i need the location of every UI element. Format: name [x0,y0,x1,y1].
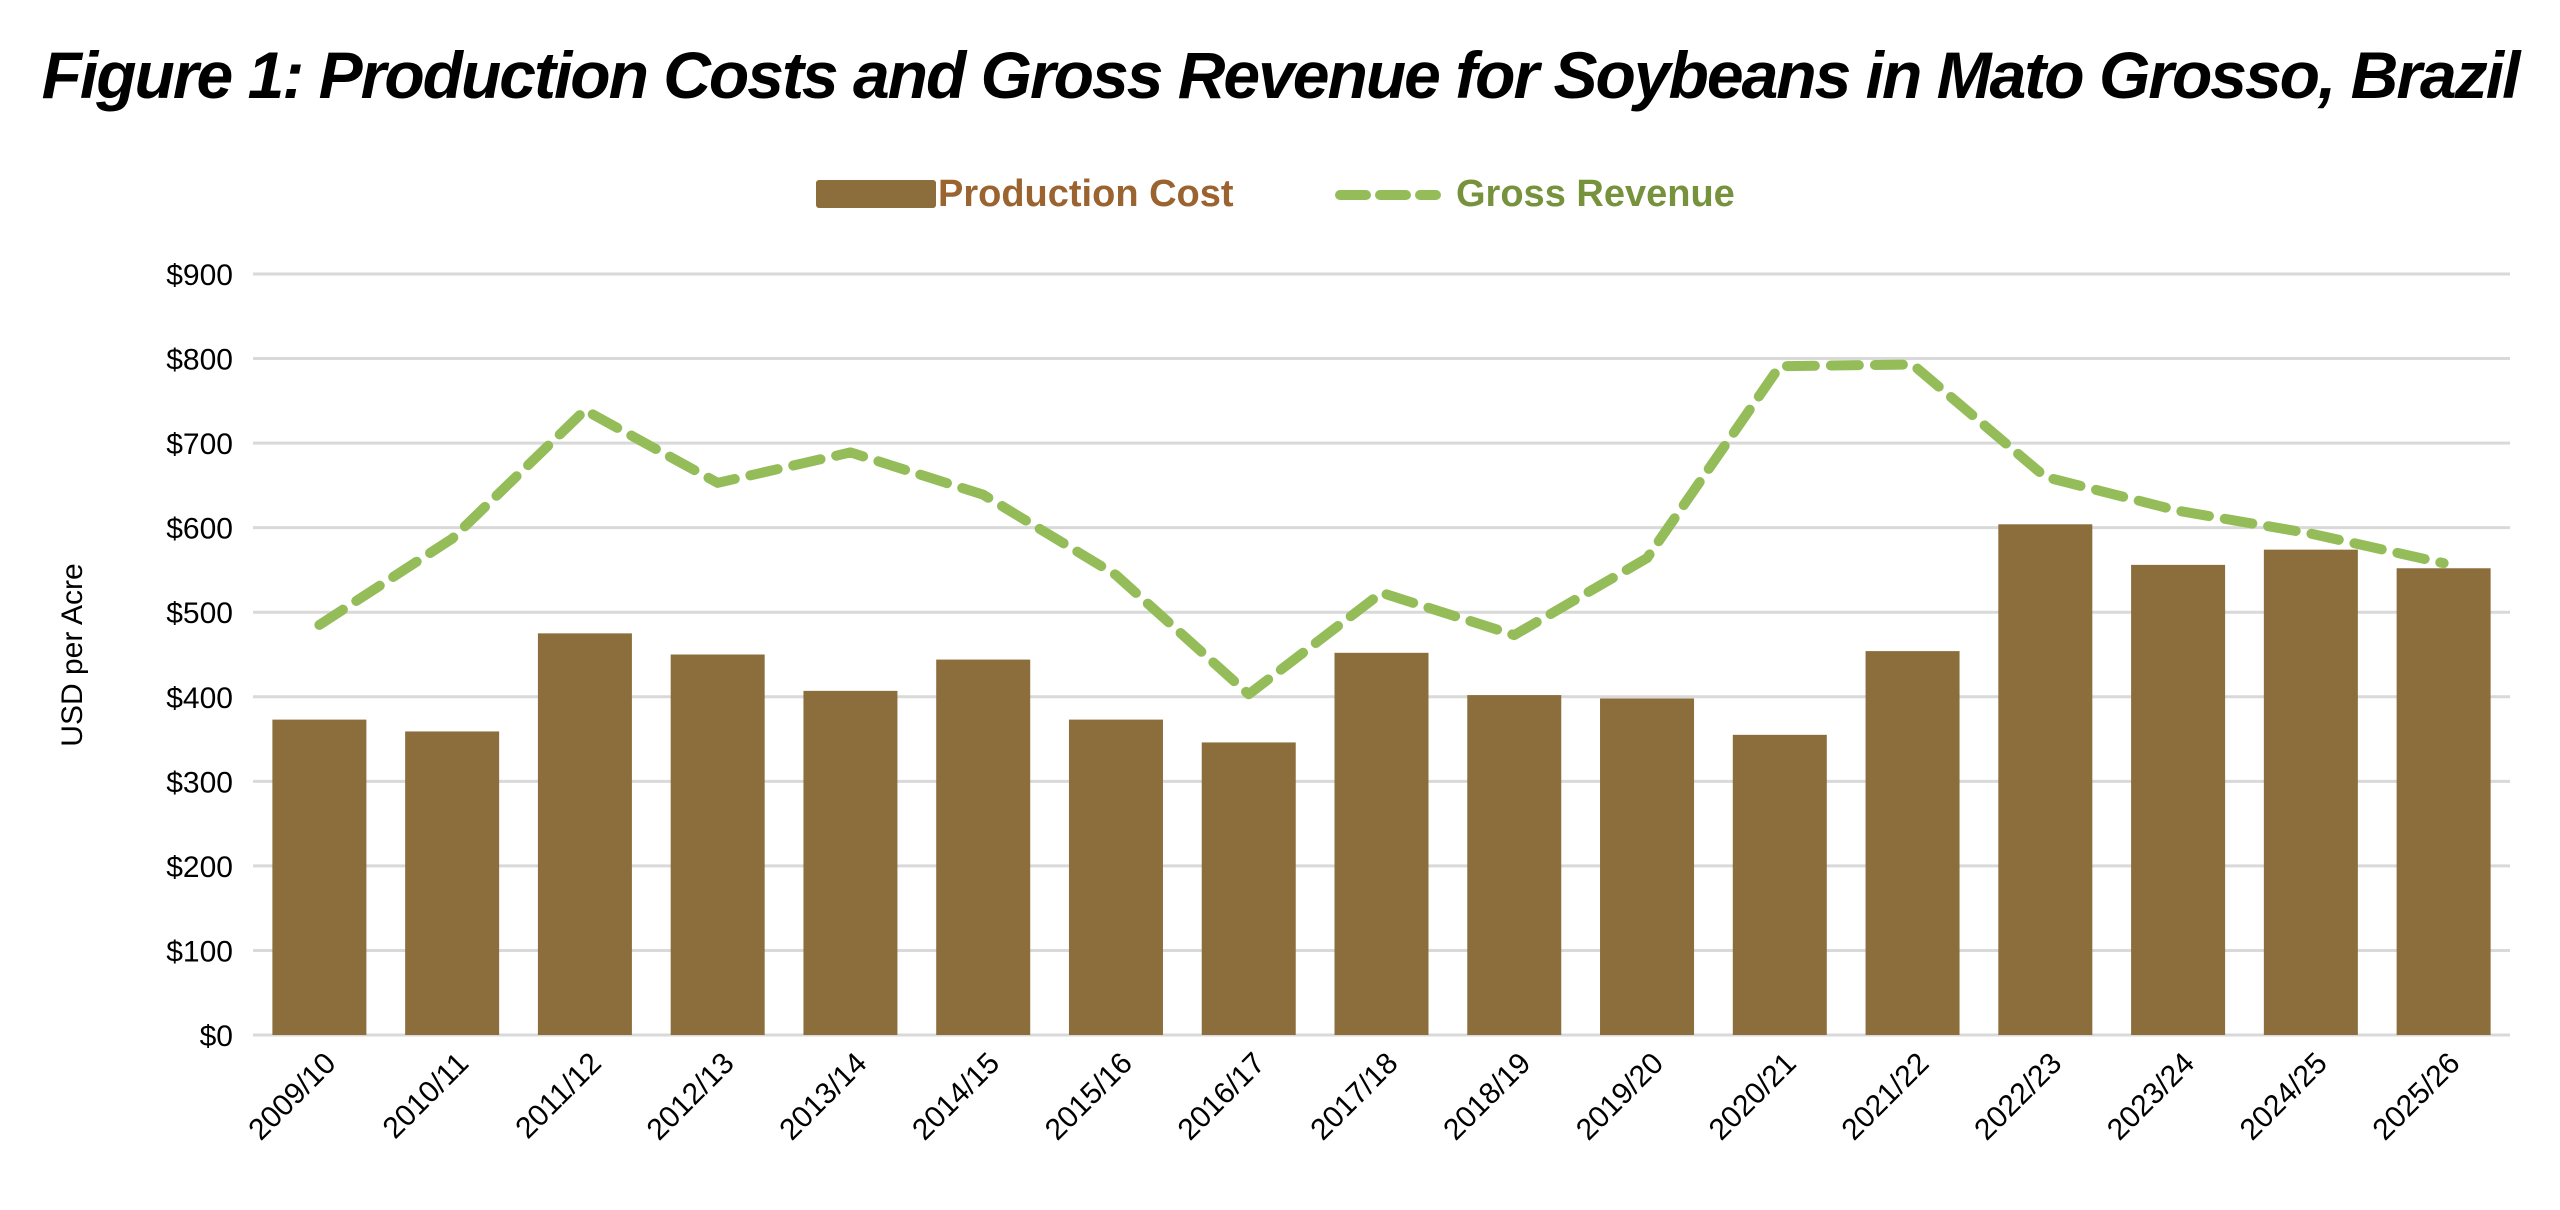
y-tick-label: $0 [200,1020,233,1053]
legend-label-production-cost: Production Cost [938,173,1234,215]
bar-production-cost [405,731,500,1035]
x-tick-label: 2009/10 [242,1047,342,1147]
bar-production-cost [2396,568,2491,1035]
bar-production-cost [537,633,632,1035]
bar-production-cost [2131,564,2226,1035]
x-tick-label: 2015/16 [1039,1047,1139,1147]
bar-production-cost [670,654,765,1035]
y-axis-label: USD per Acre [56,563,89,746]
y-tick-label: $300 [166,766,233,799]
bar-production-cost [1600,698,1695,1035]
x-tick-label: 2012/13 [641,1047,741,1147]
x-tick-label: 2011/12 [509,1047,607,1145]
y-tick-label: $500 [166,597,233,630]
x-tick-label: 2025/26 [2367,1047,2467,1147]
y-tick-label: $700 [166,428,233,461]
x-tick-label: 2013/14 [773,1047,873,1147]
bar-production-cost [1467,695,1562,1035]
y-tick-label: $200 [166,851,233,884]
x-tick-label: 2024/25 [2234,1047,2334,1147]
y-tick-label: $900 [166,259,233,292]
line-gross-revenue [314,359,2449,700]
y-tick-label: $400 [166,682,233,715]
bar-production-cost [1334,652,1429,1035]
x-tick-label: 2019/20 [1570,1047,1670,1147]
y-tick-label: $100 [166,935,233,968]
x-tick-label: 2016/17 [1172,1047,1272,1147]
bar-production-cost [1998,524,2093,1035]
x-tick-label: 2010/11 [377,1047,475,1145]
legend: Production Cost Gross Revenue [816,173,1735,215]
bar-production-cost [1865,651,1960,1035]
bar-production-cost [1068,719,1163,1035]
y-tick-label: $600 [166,513,233,546]
x-tick-label: 2017/18 [1304,1047,1404,1147]
x-tick-label: 2022/23 [1968,1047,2068,1147]
x-tick-label: 2023/24 [2101,1047,2201,1147]
x-tick-label: 2020/21 [1703,1047,1803,1147]
chart-title: Figure 1: Production Costs and Gross Rev… [42,38,2522,112]
bar-production-cost [936,659,1031,1035]
bar-production-cost [803,690,898,1035]
x-tick-label: 2014/15 [906,1047,1006,1147]
bar-production-cost [1201,742,1296,1035]
bar-production-cost [1732,734,1827,1035]
y-tick-label: $800 [166,344,233,377]
x-tick-label: 2021/22 [1835,1047,1935,1147]
x-tick-label: 2018/19 [1437,1047,1537,1147]
legend-swatch-production-cost [816,180,936,208]
bar-production-cost [2263,549,2358,1035]
bar-production-cost [272,719,367,1035]
legend-label-gross-revenue: Gross Revenue [1456,173,1735,215]
